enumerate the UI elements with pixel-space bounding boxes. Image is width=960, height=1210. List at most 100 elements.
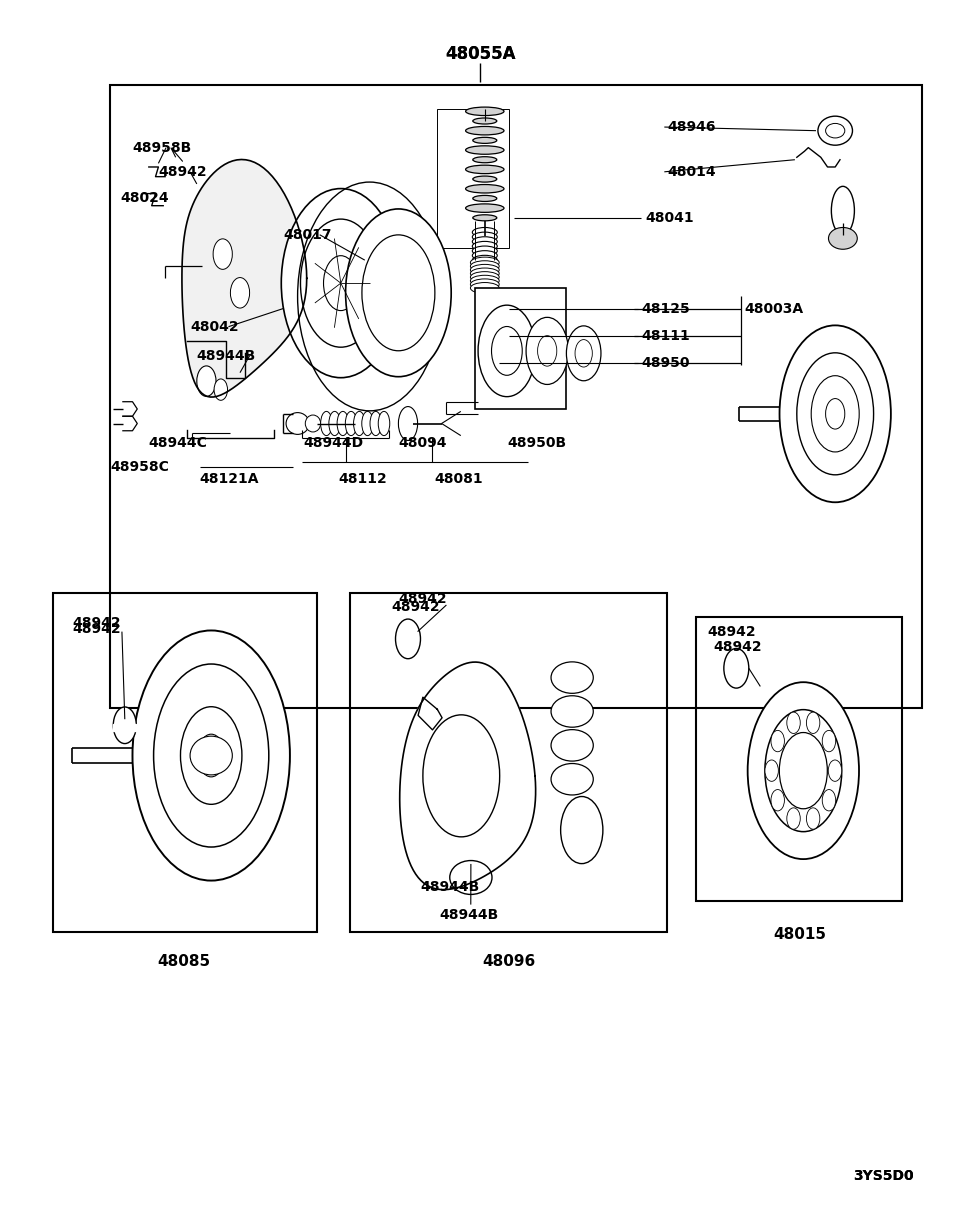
Ellipse shape: [806, 808, 820, 829]
Text: 48112: 48112: [338, 472, 387, 486]
Bar: [696, 617, 902, 901]
Ellipse shape: [470, 257, 499, 269]
Ellipse shape: [811, 375, 859, 453]
Ellipse shape: [748, 682, 859, 859]
Ellipse shape: [826, 123, 845, 138]
Text: 48125: 48125: [641, 301, 690, 316]
Text: 48094: 48094: [398, 436, 447, 450]
Ellipse shape: [214, 379, 228, 401]
Ellipse shape: [422, 715, 499, 837]
Ellipse shape: [765, 760, 779, 782]
Text: 48042: 48042: [190, 319, 239, 334]
Text: 48041: 48041: [645, 211, 694, 225]
Ellipse shape: [132, 630, 290, 881]
Ellipse shape: [551, 764, 593, 795]
Ellipse shape: [324, 255, 358, 311]
Text: 48958C: 48958C: [110, 460, 169, 474]
Ellipse shape: [466, 185, 504, 192]
Text: 48942: 48942: [708, 624, 756, 639]
Ellipse shape: [575, 340, 592, 367]
Text: 48081: 48081: [434, 472, 483, 486]
Ellipse shape: [353, 411, 365, 436]
Ellipse shape: [470, 264, 499, 276]
Ellipse shape: [561, 796, 603, 864]
Polygon shape: [182, 160, 307, 397]
Bar: [113, 724, 136, 731]
Ellipse shape: [828, 760, 842, 782]
Ellipse shape: [797, 353, 874, 474]
Text: 48121A: 48121A: [200, 472, 259, 486]
Ellipse shape: [478, 305, 536, 397]
Ellipse shape: [286, 413, 309, 434]
Bar: [110, 85, 922, 708]
Ellipse shape: [197, 365, 216, 397]
Ellipse shape: [551, 662, 593, 693]
Ellipse shape: [472, 117, 497, 125]
Ellipse shape: [362, 235, 435, 351]
Ellipse shape: [398, 407, 418, 440]
Ellipse shape: [472, 232, 497, 242]
Ellipse shape: [472, 137, 497, 144]
Ellipse shape: [198, 734, 225, 777]
Ellipse shape: [551, 696, 593, 727]
Text: 48944C: 48944C: [149, 436, 207, 450]
Ellipse shape: [472, 246, 497, 255]
Ellipse shape: [822, 790, 835, 811]
Ellipse shape: [780, 325, 891, 502]
Ellipse shape: [113, 707, 136, 744]
Bar: [437, 109, 509, 248]
Ellipse shape: [787, 713, 801, 733]
Text: 48003A: 48003A: [744, 301, 804, 316]
Ellipse shape: [154, 664, 269, 847]
Bar: [350, 593, 667, 932]
Ellipse shape: [378, 411, 390, 436]
Ellipse shape: [466, 127, 504, 136]
Ellipse shape: [470, 267, 499, 280]
Bar: [475, 288, 566, 409]
Ellipse shape: [466, 108, 504, 115]
Text: 3YS5D0: 3YS5D0: [852, 1169, 914, 1183]
Ellipse shape: [492, 327, 522, 375]
Text: 48942: 48942: [398, 592, 447, 606]
Ellipse shape: [300, 219, 381, 347]
Text: 48944B: 48944B: [439, 908, 498, 922]
Ellipse shape: [787, 808, 801, 829]
Text: 48055A: 48055A: [444, 46, 516, 63]
Ellipse shape: [472, 156, 497, 163]
Text: 48958B: 48958B: [132, 140, 192, 155]
Text: 48942: 48942: [713, 640, 762, 653]
Polygon shape: [399, 662, 536, 889]
Text: 48950B: 48950B: [507, 436, 566, 450]
Text: 48015: 48015: [773, 927, 827, 941]
Text: 48014: 48014: [667, 165, 716, 179]
Text: 48944B: 48944B: [420, 880, 480, 894]
Ellipse shape: [470, 276, 499, 287]
Ellipse shape: [538, 335, 557, 367]
Ellipse shape: [472, 250, 497, 260]
Ellipse shape: [780, 732, 828, 808]
Ellipse shape: [826, 398, 845, 430]
Text: 48944D: 48944D: [303, 436, 364, 450]
Ellipse shape: [771, 731, 784, 751]
Ellipse shape: [470, 282, 499, 294]
Ellipse shape: [329, 411, 341, 436]
Ellipse shape: [472, 237, 497, 247]
Text: 48085: 48085: [157, 955, 211, 969]
Ellipse shape: [765, 709, 842, 831]
Text: 48944B: 48944B: [197, 348, 256, 363]
Ellipse shape: [771, 790, 784, 811]
Text: 3YS5D0: 3YS5D0: [852, 1169, 914, 1183]
Ellipse shape: [346, 209, 451, 376]
Text: 48017: 48017: [283, 227, 332, 242]
Ellipse shape: [396, 620, 420, 658]
Ellipse shape: [828, 227, 857, 249]
Text: 48942: 48942: [72, 616, 121, 630]
Ellipse shape: [230, 277, 250, 309]
Ellipse shape: [466, 146, 504, 154]
Ellipse shape: [472, 255, 497, 265]
Bar: [53, 593, 317, 932]
Text: 48942: 48942: [392, 600, 441, 615]
Ellipse shape: [472, 175, 497, 183]
Ellipse shape: [305, 415, 321, 432]
Ellipse shape: [818, 116, 852, 145]
